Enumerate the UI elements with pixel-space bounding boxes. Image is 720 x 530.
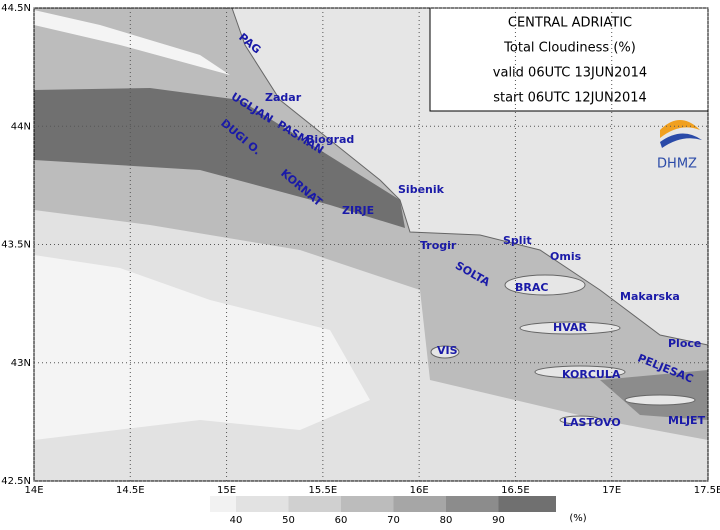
place: Omis	[550, 250, 582, 263]
place: ZIRJE	[342, 204, 374, 217]
legend-swatch	[393, 496, 446, 512]
x-tick-label: 16.5E	[501, 485, 530, 496]
place: Ploce	[668, 337, 701, 350]
x-tick-label: 15E	[217, 485, 236, 496]
place: Trogir	[420, 239, 457, 252]
dark-shade	[34, 88, 405, 228]
logo-swirl	[660, 133, 702, 148]
y-tick-label: 42.5N	[1, 476, 31, 487]
y-tick-label: 44N	[11, 121, 31, 132]
legend-swatch	[446, 496, 499, 512]
legend-label: 40	[230, 515, 243, 526]
y-tick-label: 44.5N	[1, 3, 31, 14]
place: VIS	[437, 344, 458, 357]
legend-swatch	[341, 496, 394, 512]
place: Sibenik	[398, 183, 445, 196]
valid-time: valid 06UTC 13JUN2014	[493, 66, 647, 81]
place: Zadar	[265, 91, 302, 104]
x-tick-label: 15.5E	[309, 485, 338, 496]
legend-label: 50	[282, 515, 295, 526]
place: BRAC	[515, 281, 548, 294]
place: Makarska	[620, 290, 680, 303]
legend-label: 60	[335, 515, 348, 526]
logo: DHMZ	[657, 120, 702, 172]
start-time: start 06UTC 12JUN2014	[493, 91, 647, 106]
legend-swatch	[236, 496, 289, 512]
place: LASTOVO	[563, 416, 621, 429]
coastline	[231, 7, 709, 346]
place: Split	[503, 234, 532, 247]
legend-label: 80	[440, 515, 453, 526]
legend-swatch	[288, 496, 341, 512]
legend-unit: (%)	[569, 513, 586, 524]
legend-label: 90	[492, 515, 505, 526]
x-tick-label: 14E	[24, 485, 43, 496]
white-band	[34, 10, 230, 75]
islands	[430, 274, 696, 425]
x-tick-label: 17E	[602, 485, 621, 496]
y-tick-label: 43N	[11, 358, 31, 369]
place: Biograd	[306, 133, 354, 146]
x-tick-label: 17.5E	[694, 485, 720, 496]
title: CENTRAL ADRIATIC	[508, 16, 632, 31]
logo-swirl	[660, 120, 700, 138]
y-tick-label: 43.5N	[1, 240, 31, 251]
legend-swatch	[210, 496, 236, 512]
legend-label: 70	[387, 515, 400, 526]
place: HVAR	[553, 321, 587, 334]
logo-text: DHMZ	[657, 157, 697, 172]
subtitle: Total Cloudiness (%)	[503, 41, 636, 56]
x-tick-label: 16E	[410, 485, 429, 496]
title-box	[429, 7, 709, 112]
legend-swatch	[498, 496, 556, 512]
x-tick-label: 14.5E	[116, 485, 145, 496]
white-shade	[34, 255, 370, 440]
place: KORCULA	[562, 368, 621, 381]
place: MLJET	[668, 414, 706, 427]
